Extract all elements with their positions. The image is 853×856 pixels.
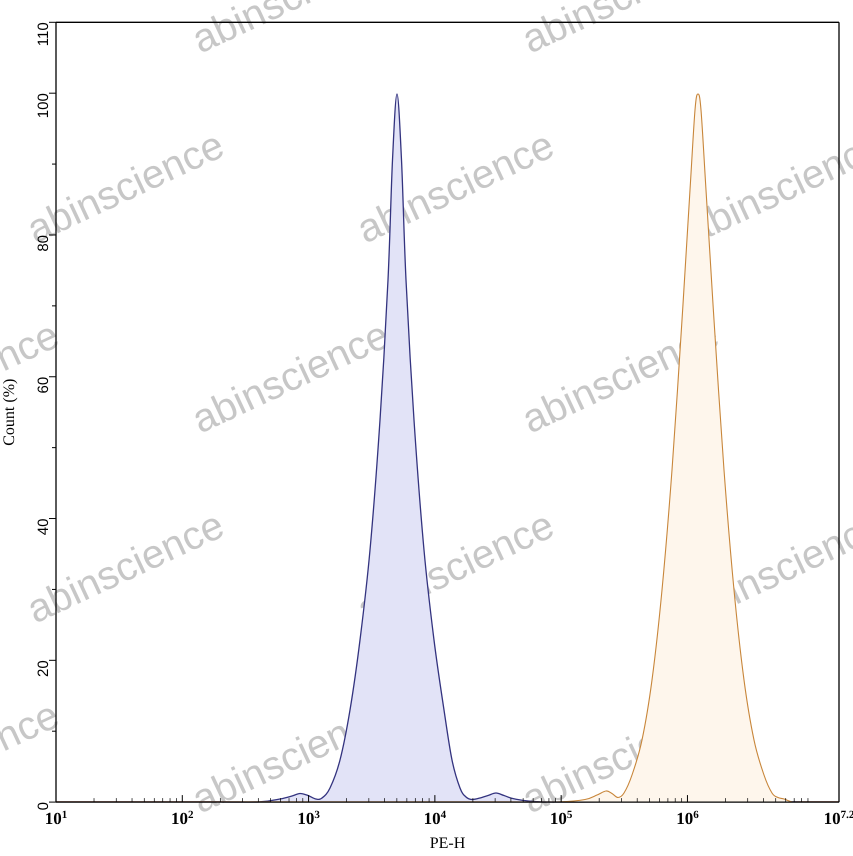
svg-text:102: 102: [171, 809, 194, 828]
svg-text:100: 100: [35, 93, 52, 118]
svg-text:20: 20: [35, 660, 52, 677]
svg-text:101: 101: [45, 809, 68, 828]
svg-text:60: 60: [35, 377, 52, 394]
svg-text:104: 104: [424, 809, 447, 828]
svg-text:80: 80: [35, 235, 52, 252]
svg-text:107.2: 107.2: [824, 809, 853, 828]
svg-text:PE-H: PE-H: [430, 835, 466, 852]
svg-text:Count (%): Count (%): [1, 379, 18, 446]
svg-text:105: 105: [550, 809, 573, 828]
svg-text:40: 40: [35, 519, 52, 536]
svg-text:110: 110: [35, 22, 52, 46]
svg-text:103: 103: [297, 809, 320, 828]
svg-text:106: 106: [676, 809, 699, 828]
